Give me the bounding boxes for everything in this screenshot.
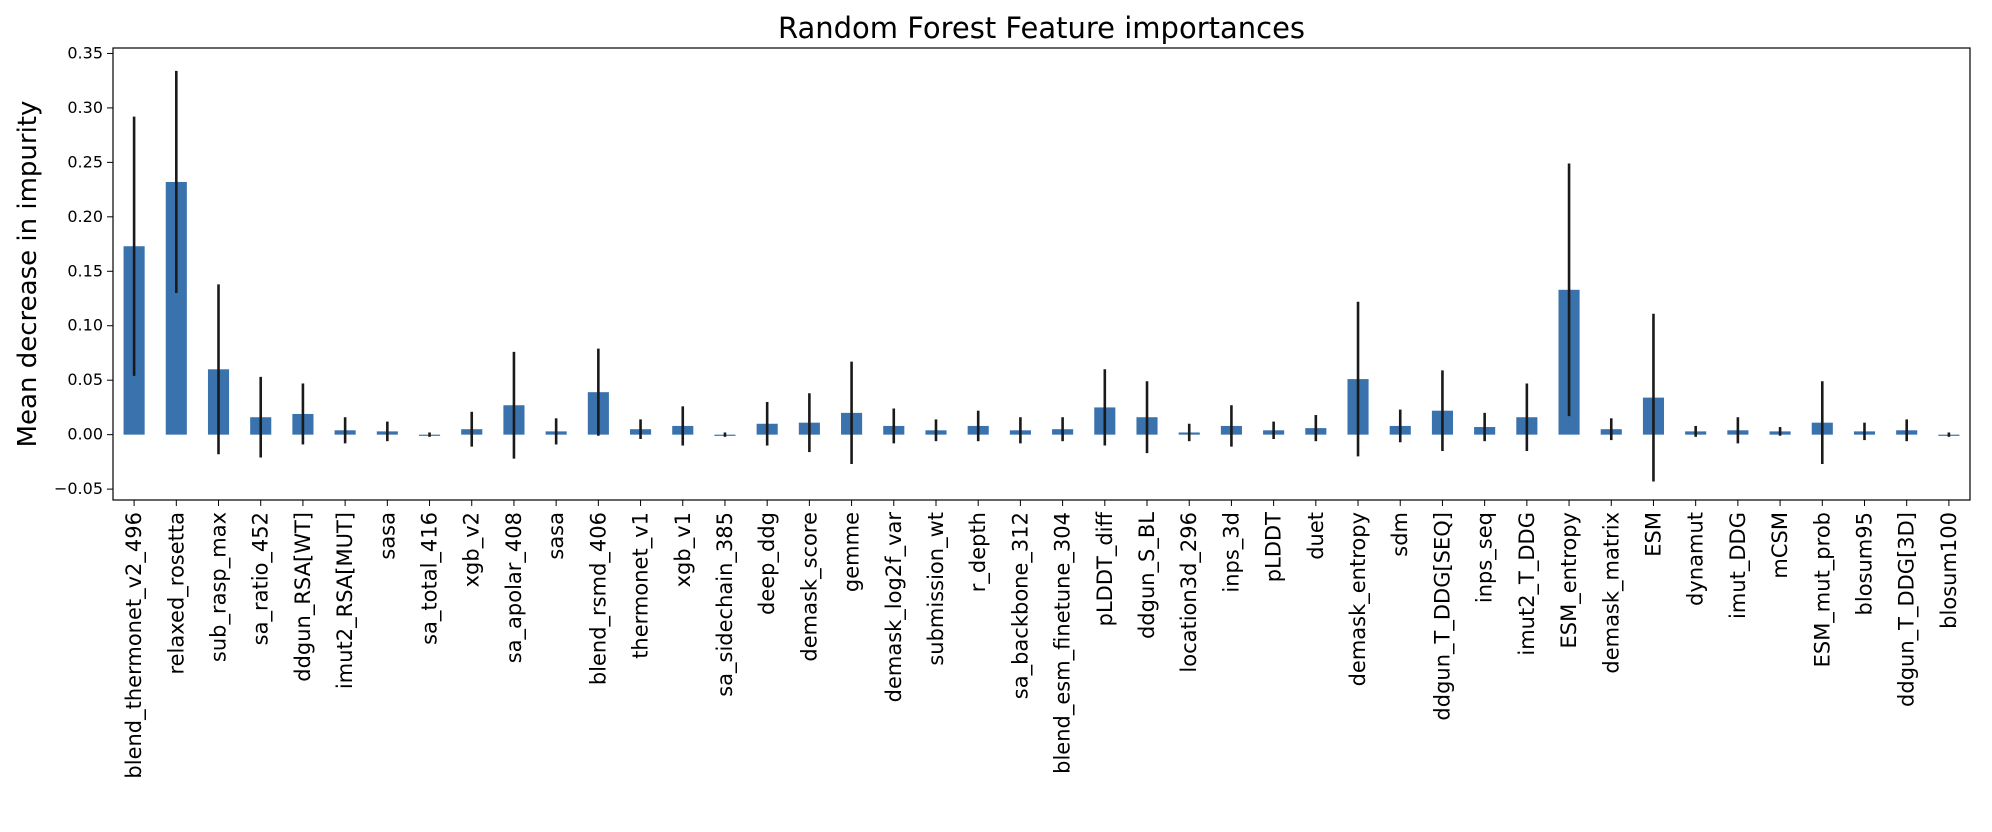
x-tick-label: ddgun_T_DDG[3D] <box>1895 512 1920 707</box>
x-tick-label: blosum95 <box>1852 512 1876 615</box>
x-tick-label: sub_rasp_max <box>207 512 232 662</box>
x-tick-label: gemme <box>840 512 864 592</box>
x-tick-label: sa_ratio_452 <box>249 512 274 645</box>
x-tick-label: sasa <box>375 512 399 560</box>
x-tick-label: ddgun_RSA[WT] <box>291 512 316 682</box>
x-tick-label: r_depth <box>966 512 991 592</box>
y-axis-ticks: −0.05 0.00 0.05 0.10 0.15 0.20 0.25 0.30 0.35 <box>54 43 113 498</box>
x-tick-label: thermonet_v1 <box>629 512 654 659</box>
x-tick-label: sa_total_416 <box>418 512 443 645</box>
x-tick-label: imut2_RSA[MUT] <box>333 512 358 689</box>
bar <box>165 181 187 435</box>
x-tick-label: ESM_mut_prob <box>1810 512 1835 667</box>
x-tick-label: blosum100 <box>1937 512 1961 629</box>
x-tick-label: ddgun_T_DDG[SEQ] <box>1430 512 1455 721</box>
x-tick-label: demask_score <box>797 512 822 662</box>
x-tick-label: sa_sidechain_385 <box>713 512 738 697</box>
x-tick-label: inps_seq <box>1473 512 1498 603</box>
x-tick-label: mCSM <box>1768 512 1792 579</box>
x-tick-label: duet <box>1304 512 1328 560</box>
x-tick-label: blend_esm_finetune_304 <box>1051 512 1076 774</box>
y-tick-label: 0.05 <box>67 370 103 389</box>
x-tick-label: relaxed_rosetta <box>164 512 189 675</box>
y-tick-label: 0.00 <box>67 425 103 444</box>
y-tick-label: 0.20 <box>67 207 103 226</box>
x-tick-label: demask_log2f_var <box>882 512 907 703</box>
x-tick-label: sasa <box>544 512 568 560</box>
bars <box>123 181 1960 436</box>
x-tick-label: ddgun_S_BL <box>1135 512 1160 639</box>
y-tick-label: 0.30 <box>67 98 103 117</box>
x-tick-label: submission_wt <box>924 512 949 666</box>
y-tick-label: 0.35 <box>67 43 103 62</box>
x-tick-label: xgb_v2 <box>460 512 485 587</box>
x-tick-label: blend_thermonet_v2_496 <box>122 512 147 779</box>
y-tick-label: 0.25 <box>67 152 103 171</box>
x-tick-label: xgb_v1 <box>671 512 696 587</box>
y-axis-label: Mean decrease in impurity <box>13 101 43 448</box>
x-tick-label: pLDDT <box>1262 512 1286 582</box>
x-tick-label: pLDDT_diff <box>1093 511 1118 626</box>
x-tick-label: ESM_entropy <box>1557 512 1582 648</box>
x-tick-label: demask_matrix <box>1599 512 1624 674</box>
x-axis-ticks: blend_thermonet_v2_496 relaxed_rosetta sub… <box>122 500 1961 779</box>
chart-title: Random Forest Feature importances <box>778 11 1305 45</box>
x-tick-label: imut_DDG <box>1726 512 1751 619</box>
x-tick-label: deep_ddg <box>755 512 780 615</box>
plot-frame <box>112 47 1971 501</box>
x-tick-label: imut2_T_DDG <box>1515 512 1540 656</box>
x-tick-label: blend_rsmd_406 <box>586 512 611 685</box>
x-tick-label: sa_backbone_312 <box>1008 512 1033 699</box>
y-tick-label: 0.15 <box>67 261 103 280</box>
x-tick-label: inps_3d <box>1219 512 1244 593</box>
y-tick-label: 0.10 <box>67 316 103 335</box>
x-tick-label: demask_entropy <box>1346 512 1371 686</box>
y-tick-label: −0.05 <box>54 479 103 498</box>
x-tick-label: sa_apolar_408 <box>502 512 527 663</box>
x-tick-label: dynamut <box>1684 512 1708 606</box>
x-tick-label: sdm <box>1388 512 1412 557</box>
error-bars <box>132 70 1951 482</box>
x-tick-label: location3d_296 <box>1177 512 1202 673</box>
x-tick-label: ESM <box>1641 512 1665 557</box>
